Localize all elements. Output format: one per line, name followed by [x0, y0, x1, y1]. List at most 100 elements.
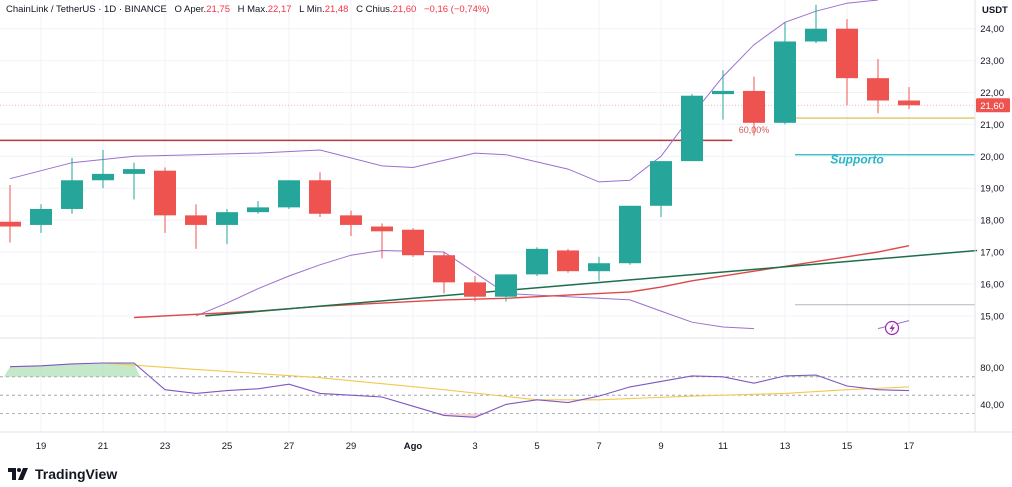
close-text: Chius.: [365, 4, 393, 15]
candle[interactable]: [154, 167, 176, 233]
candle[interactable]: [588, 256, 610, 281]
time-tick-label: 13: [780, 441, 791, 452]
candle[interactable]: [712, 70, 734, 120]
candles[interactable]: [0, 4, 920, 302]
support-label: Supporto: [830, 153, 883, 167]
candle-body: [216, 212, 238, 225]
candle[interactable]: [526, 247, 548, 276]
candle-body: [805, 28, 827, 42]
moving-average: [133, 245, 910, 319]
time-tick-label: 15: [842, 441, 853, 452]
low-label: L: [299, 4, 305, 15]
candle-body: [464, 282, 486, 297]
high-value: 22,17: [267, 4, 292, 15]
current-price-tag: 21,60: [976, 98, 1010, 113]
ohlc-legend: ChainLink / TetherUS · 1D · BINANCE O Ap…: [6, 4, 489, 15]
candle[interactable]: [495, 274, 517, 302]
candle-body: [309, 180, 331, 214]
rsi-signal: [102, 362, 910, 401]
candle-body: [743, 90, 765, 123]
candle[interactable]: [619, 205, 641, 265]
tradingview-logo-icon: [8, 468, 28, 480]
candle[interactable]: [402, 228, 424, 257]
candle[interactable]: [743, 76, 765, 136]
indicators: [9, 0, 978, 330]
candle-body: [712, 90, 734, 95]
candle[interactable]: [278, 180, 300, 209]
candle[interactable]: [309, 172, 331, 217]
candle[interactable]: [836, 19, 858, 106]
candle-body: [278, 180, 300, 208]
candle[interactable]: [340, 210, 362, 237]
time-tick-label: 25: [222, 441, 233, 452]
rsi-line: [9, 362, 910, 418]
time-tick-label: Ago: [404, 441, 423, 452]
rsi-oversold-fill: [438, 413, 481, 418]
candle[interactable]: [61, 157, 83, 214]
low-text: Min.: [306, 4, 325, 15]
time-tick-label: 21: [98, 441, 109, 452]
candle[interactable]: [216, 208, 238, 245]
candle[interactable]: [247, 201, 269, 214]
candle[interactable]: [371, 223, 393, 259]
candle[interactable]: [650, 161, 672, 217]
current-price-text: 21,60: [980, 101, 1004, 112]
candle[interactable]: [433, 252, 455, 294]
rsi-pane: [0, 362, 975, 418]
axes: 24,00 23,00 22,00 21,00 20,00 19,00 18,00 17,00…: [0, 0, 1012, 452]
bollinger-lower: [195, 249, 755, 330]
candle-body: [619, 205, 641, 264]
price-tick-label: 20,00: [980, 152, 1004, 163]
time-tick-label: 19: [36, 441, 47, 452]
price-tick-label: 24,00: [980, 24, 1004, 35]
candle[interactable]: [92, 149, 114, 189]
candle-body: [61, 180, 83, 209]
price-tick-label: 15,00: [980, 311, 1004, 322]
candle-body: [247, 207, 269, 213]
low-value: 21,48: [324, 4, 349, 15]
candle-body: [0, 221, 21, 227]
candle-body: [588, 263, 610, 272]
candle[interactable]: [805, 4, 827, 44]
rsi-overbought-fill: [4, 363, 140, 377]
rsi-tick-label: 80,00: [980, 363, 1004, 374]
price-tick-label: 16,00: [980, 279, 1004, 290]
candle[interactable]: [123, 162, 145, 200]
candle[interactable]: [774, 22, 796, 125]
candle[interactable]: [30, 204, 52, 233]
candle-body: [681, 95, 703, 162]
candle[interactable]: [867, 59, 889, 114]
price-tick-label: 22,00: [980, 88, 1004, 99]
candle-body: [650, 161, 672, 206]
candle[interactable]: [557, 248, 579, 273]
chart-tools[interactable]: [884, 320, 900, 336]
lightning-bolt: [889, 323, 895, 333]
lightning-icon[interactable]: [884, 320, 900, 336]
open-value: 21,75: [206, 4, 230, 15]
price-tick-label: 23,00: [980, 56, 1004, 67]
candle[interactable]: [898, 87, 920, 110]
open-text: Aper.: [184, 4, 207, 15]
price-tick-label: 19,00: [980, 184, 1004, 195]
time-tick-label: 5: [534, 441, 539, 452]
candle-body: [774, 41, 796, 123]
tradingview-brand[interactable]: TradingView: [8, 466, 117, 482]
time-tick-label: 9: [658, 441, 663, 452]
candle[interactable]: [0, 185, 21, 243]
candle-body: [836, 28, 858, 79]
candle-body: [402, 229, 424, 256]
candle-body: [898, 100, 920, 106]
candle-body: [30, 208, 52, 225]
high-label: H: [237, 4, 245, 15]
high-text: Max.: [247, 4, 268, 15]
time-tick-label: 27: [284, 441, 295, 452]
candle[interactable]: [681, 94, 703, 162]
price-tick-label: 18,00: [980, 216, 1004, 227]
candle[interactable]: [464, 275, 486, 302]
symbol-name[interactable]: ChainLink / TetherUS · 1D · BINANCE: [6, 4, 167, 15]
candle-body: [123, 169, 145, 174]
candle[interactable]: [185, 204, 207, 249]
time-tick-label: 7: [596, 441, 601, 452]
trendline: [205, 249, 978, 317]
